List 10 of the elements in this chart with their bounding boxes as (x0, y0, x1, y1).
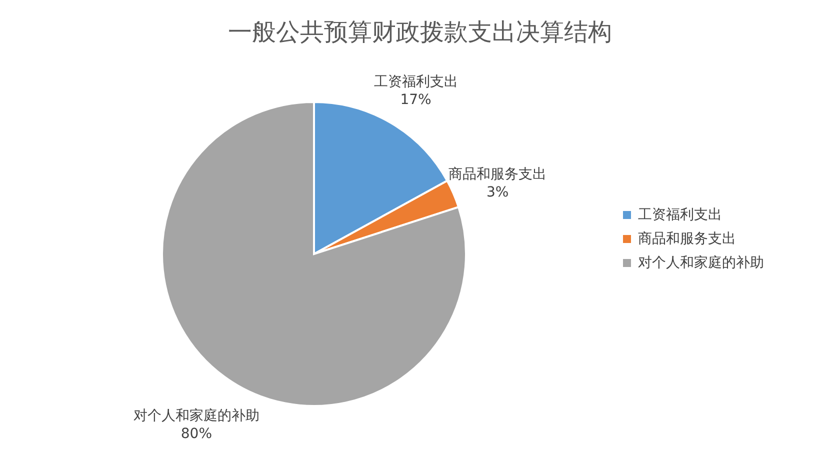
slice-label: 对个人和家庭的补助 (133, 408, 260, 424)
slice-label: 商品和服务支出 (448, 166, 547, 183)
slice-label: 工资福利支出 (374, 74, 458, 90)
legend-label: 商品和服务支出 (638, 231, 736, 247)
chart-title: 一般公共预算财政拨款支出决算结构 (228, 18, 612, 46)
legend-label: 对个人和家庭的补助 (638, 255, 764, 271)
data-label: 17% (400, 92, 432, 108)
data-label: 80% (180, 426, 212, 442)
legend-label: 工资福利支出 (638, 207, 722, 223)
data-label: 3% (486, 184, 509, 201)
